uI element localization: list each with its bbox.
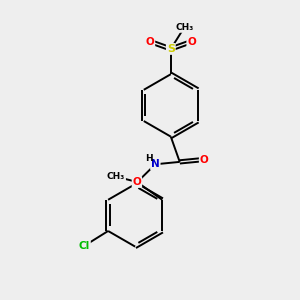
- Text: Cl: Cl: [79, 241, 90, 251]
- Text: CH₃: CH₃: [175, 23, 193, 32]
- Text: O: O: [133, 177, 141, 187]
- Text: O: O: [200, 154, 208, 164]
- Text: H: H: [145, 154, 153, 164]
- Text: S: S: [167, 44, 175, 54]
- Text: N: N: [151, 159, 160, 169]
- Text: CH₃: CH₃: [107, 172, 125, 181]
- Text: O: O: [187, 37, 196, 46]
- Text: O: O: [146, 37, 154, 46]
